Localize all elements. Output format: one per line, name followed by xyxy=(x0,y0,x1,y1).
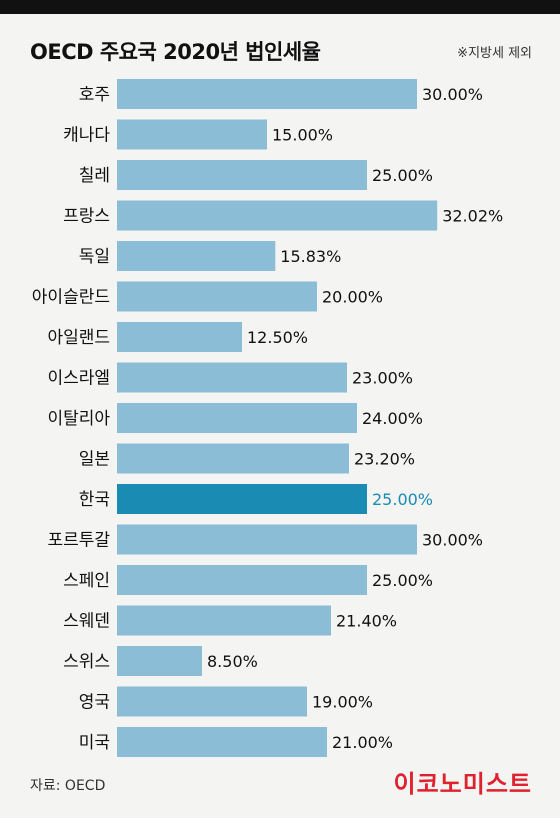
publisher-logo: 이코노미스트 xyxy=(393,770,532,798)
bar xyxy=(117,605,331,636)
bar xyxy=(117,119,267,150)
footnote-note: ※지방세 제외 xyxy=(457,46,532,61)
category-label: 이탈리아 xyxy=(47,409,110,429)
category-label: 아이슬란드 xyxy=(32,288,110,308)
value-label: 25.00% xyxy=(372,166,433,185)
category-label: 이스라엘 xyxy=(47,369,110,389)
value-label: 25.00% xyxy=(372,490,433,509)
bar xyxy=(117,565,367,595)
value-label: 15.83% xyxy=(280,247,341,266)
category-label: 영국 xyxy=(79,693,110,713)
value-label: 15.00% xyxy=(272,126,333,145)
bar xyxy=(117,241,276,271)
value-label: 32.02% xyxy=(442,207,503,226)
chart-title: OECD 주요국 2020년 법인세율 xyxy=(30,40,321,64)
top-bar xyxy=(0,0,560,14)
category-label: 아일랜드 xyxy=(47,328,110,348)
value-label: 12.50% xyxy=(247,328,308,347)
category-label: 스위스 xyxy=(63,652,110,672)
bar xyxy=(117,686,307,717)
category-label: 호주 xyxy=(79,85,110,105)
value-label: 20.00% xyxy=(322,288,383,307)
bar xyxy=(117,484,367,514)
bar xyxy=(117,322,242,352)
bar xyxy=(117,281,317,312)
bar xyxy=(117,362,347,393)
bar xyxy=(117,524,417,555)
category-label: 독일 xyxy=(79,247,110,267)
category-label: 미국 xyxy=(79,733,110,753)
bar xyxy=(117,443,349,474)
category-label: 칠레 xyxy=(79,166,110,186)
category-label: 일본 xyxy=(79,450,110,470)
bar xyxy=(117,646,202,676)
bar xyxy=(117,200,438,231)
value-label: 23.20% xyxy=(354,450,415,469)
category-label: 스웨덴 xyxy=(63,612,110,632)
value-label: 19.00% xyxy=(312,693,373,712)
bar xyxy=(117,160,367,190)
value-label: 30.00% xyxy=(422,85,483,104)
value-label: 8.50% xyxy=(207,652,258,671)
bar xyxy=(117,727,327,757)
bar xyxy=(117,79,417,109)
source-label: 자료: OECD xyxy=(30,778,106,794)
category-label: 스페인 xyxy=(63,571,110,591)
category-label: 캐나다 xyxy=(63,126,110,146)
value-label: 21.40% xyxy=(336,612,397,631)
value-label: 25.00% xyxy=(372,571,433,590)
value-label: 23.00% xyxy=(352,369,413,388)
category-label: 프랑스 xyxy=(63,207,110,227)
value-label: 30.00% xyxy=(422,531,483,550)
value-label: 24.00% xyxy=(362,409,423,428)
category-label: 포르투갈 xyxy=(47,531,110,551)
value-label: 21.00% xyxy=(332,733,393,752)
bar xyxy=(117,403,357,433)
category-label: 한국 xyxy=(79,490,110,510)
